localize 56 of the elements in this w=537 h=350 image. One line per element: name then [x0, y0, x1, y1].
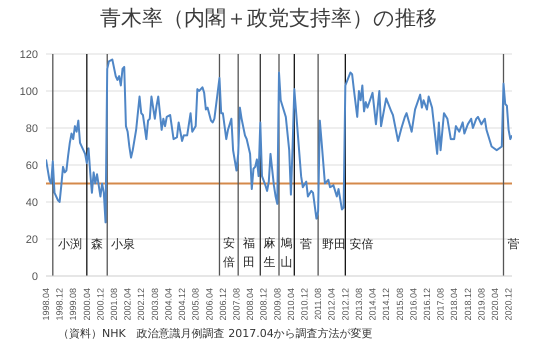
x-tick-label: 2000.12	[95, 288, 106, 321]
ref-line-label: 野田	[322, 237, 346, 251]
x-tick-label: 2020.12	[504, 288, 514, 321]
x-tick-label: 2018.04	[449, 288, 460, 321]
x-tick-label: 2008.04	[245, 288, 256, 321]
ref-line-label: 菅	[507, 237, 520, 251]
ref-line-label: 福田	[243, 236, 256, 269]
x-tick-label: 2000.04	[82, 288, 92, 321]
x-tick-label: 1998.12	[54, 288, 65, 321]
x-tick-label: 2017.08	[436, 288, 446, 321]
x-tick-label: 2018.12	[462, 288, 473, 321]
x-tick-label: 2008.12	[258, 288, 269, 321]
x-tick-label: 2002.04	[122, 288, 133, 321]
y-tick-label: 60	[26, 160, 38, 172]
x-tick-label: 1999.08	[68, 288, 78, 321]
y-tick-label: 80	[26, 122, 38, 135]
x-tick-label: 2011.08	[313, 288, 324, 320]
x-tick-label: 2015.08	[394, 288, 405, 321]
y-tick-label: 20	[26, 234, 38, 246]
y-tick-label: 100	[20, 86, 38, 98]
ref-line-label: 小泉	[111, 237, 136, 251]
x-tick-label: 2001.08	[109, 288, 120, 321]
x-tick-label: 2003.08	[150, 288, 160, 321]
x-tick-label: 2014.12	[381, 288, 392, 321]
text: （資料）NHK 政治意識月例調査 2017.04から調査方法が変更	[58, 326, 373, 341]
ref-line-label: 鳩山	[280, 236, 293, 269]
ref-line-label: 森	[91, 237, 104, 251]
y-tick-label: 40	[26, 196, 38, 209]
x-tick-label: 2012.04	[326, 288, 337, 321]
x-tick-label: 2004.04	[163, 288, 174, 321]
x-tick-label: 2020.04	[490, 288, 500, 321]
x-tick-label: 2006.04	[204, 288, 214, 321]
ref-line-label: 菅	[300, 237, 312, 251]
x-tick-label: 2010.04	[286, 288, 296, 321]
x-tick-label: 2010.12	[300, 288, 310, 321]
chart-title: 青木率（内閣＋政党支持率）の推移	[99, 5, 438, 32]
x-tick-label: 2007.08	[231, 288, 242, 321]
x-tick-label: 2016.12	[422, 288, 432, 321]
line-series	[46, 58, 512, 224]
x-tick-label: 2002.12	[136, 288, 146, 321]
x-tick-label: 2004.12	[177, 288, 188, 321]
y-tick-label: 0	[32, 270, 38, 283]
x-tick-label: 2016.04	[408, 288, 418, 321]
ref-line-label: 安倍	[349, 237, 374, 251]
x-tick-label: 2006.12	[218, 288, 228, 321]
x-tick-label: 2019.08	[476, 288, 486, 321]
x-tick-label: 2012.12	[340, 288, 350, 321]
x-tick-label: 2009.08	[272, 288, 282, 321]
ref-line-label: 麻生	[264, 236, 276, 269]
ref-line-label: 安倍	[222, 236, 235, 269]
x-tick-label: 1998.04	[41, 288, 51, 321]
ref-line-label: 小渕	[58, 237, 82, 251]
y-tick-label: 120	[20, 48, 38, 61]
x-tick-label: 2013.08	[354, 288, 364, 321]
x-tick-label: 2014.04	[368, 288, 378, 321]
x-tick-label: 2005.08	[190, 288, 201, 321]
